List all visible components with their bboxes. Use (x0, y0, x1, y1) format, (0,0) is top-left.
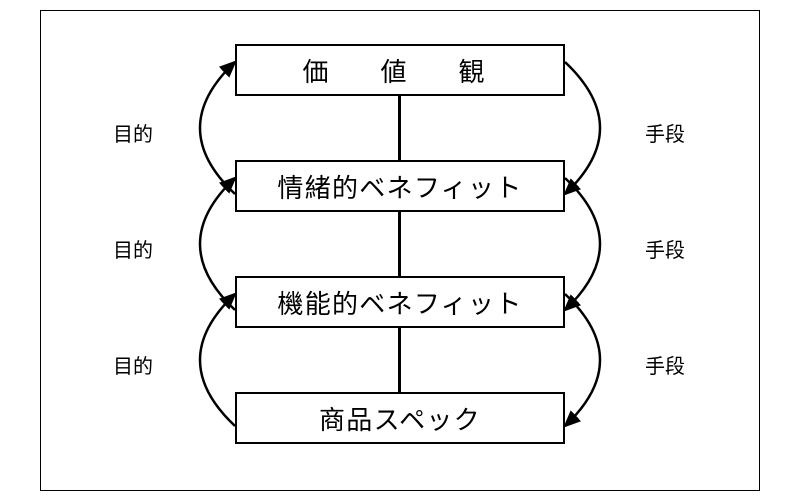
right-arrow-down (565, 178, 600, 310)
right-arrow-down (565, 62, 600, 194)
left-arrow-up (200, 294, 235, 426)
arrows-layer (0, 0, 800, 501)
left-arrow-up (200, 178, 235, 310)
right-arrow-down (565, 294, 600, 426)
left-arrow-up (200, 62, 235, 194)
